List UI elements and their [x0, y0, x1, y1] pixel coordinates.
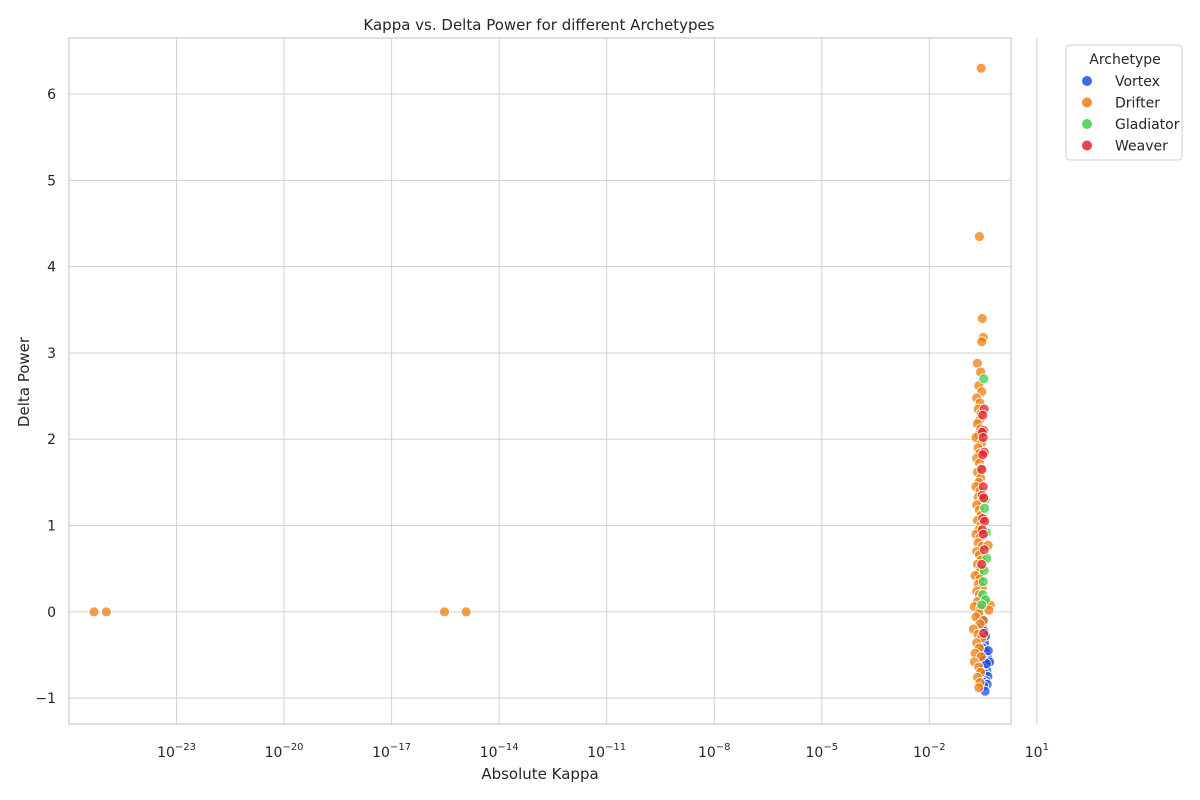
y-tick-label: 0 — [47, 605, 56, 621]
data-point — [978, 373, 990, 385]
data-point — [976, 464, 988, 475]
data-point — [976, 336, 988, 348]
data-point — [100, 606, 112, 618]
x-tick-label: 10−23 — [157, 742, 196, 761]
grid — [69, 38, 1038, 724]
series-weaver — [976, 403, 991, 639]
data-point — [977, 576, 989, 588]
legend-label: Vortex — [1115, 74, 1160, 90]
x-tick-label: 10−5 — [805, 742, 838, 761]
y-axis-ticks: −1 0 1 2 3 4 5 6 — [35, 87, 56, 707]
series-gladiator — [976, 373, 993, 611]
y-tick-label: 6 — [47, 87, 56, 103]
x-tick-label: 10−20 — [265, 742, 304, 761]
data-point — [975, 62, 987, 74]
y-tick-label: 1 — [47, 519, 56, 535]
x-tick-label: 10−14 — [480, 742, 519, 761]
data-point — [976, 313, 988, 324]
plot-frame — [68, 37, 1012, 725]
data-points — [88, 62, 996, 697]
legend-label: Drifter — [1115, 96, 1160, 112]
data-point — [976, 599, 988, 611]
legend-label: Gladiator — [1115, 117, 1180, 133]
y-tick-label: 5 — [47, 173, 56, 189]
y-tick-label: 2 — [47, 432, 56, 448]
data-point — [978, 544, 990, 556]
data-point — [439, 606, 450, 618]
data-point — [976, 558, 988, 570]
data-point — [88, 606, 100, 618]
legend-marker — [1082, 119, 1092, 129]
legend-marker — [1082, 97, 1092, 108]
chart-title: Kappa vs. Delta Power for different Arch… — [363, 16, 714, 34]
x-tick-label: 10−11 — [587, 742, 626, 761]
legend-marker — [1082, 76, 1092, 86]
data-point — [977, 432, 989, 443]
legend-label: Weaver — [1115, 139, 1168, 155]
legend-items: Vortex Drifter Gladiator Weaver — [1082, 74, 1180, 155]
data-point — [978, 627, 990, 639]
data-point — [974, 231, 985, 242]
data-point — [978, 492, 990, 504]
x-axis-label: Absolute Kappa — [481, 765, 598, 783]
legend: Archetype Vortex Drifter Gladiator Weaver — [1065, 44, 1183, 161]
data-point — [973, 682, 985, 694]
series-drifter — [88, 62, 996, 694]
x-axis-ticks: 10−23 10−20 10−17 10−14 10−11 10−8 10−5 10−2 101 — [157, 742, 1049, 761]
legend-box — [1065, 44, 1183, 161]
y-tick-label: 3 — [47, 346, 56, 362]
data-point — [977, 409, 989, 421]
data-point — [979, 502, 991, 514]
legend-title: Archetype — [1089, 52, 1160, 68]
x-tick-label: 10−8 — [698, 742, 731, 761]
x-tick-label: 10−17 — [372, 742, 411, 761]
y-tick-label: −1 — [35, 691, 56, 707]
x-tick-label: 10−2 — [913, 742, 946, 761]
data-point — [460, 606, 472, 618]
data-point — [977, 528, 989, 540]
y-tick-label: 4 — [47, 260, 56, 276]
legend-marker — [1082, 140, 1092, 151]
x-tick-label: 101 — [1025, 742, 1049, 761]
data-point — [977, 449, 989, 461]
y-axis-label: Delta Power — [15, 336, 33, 427]
